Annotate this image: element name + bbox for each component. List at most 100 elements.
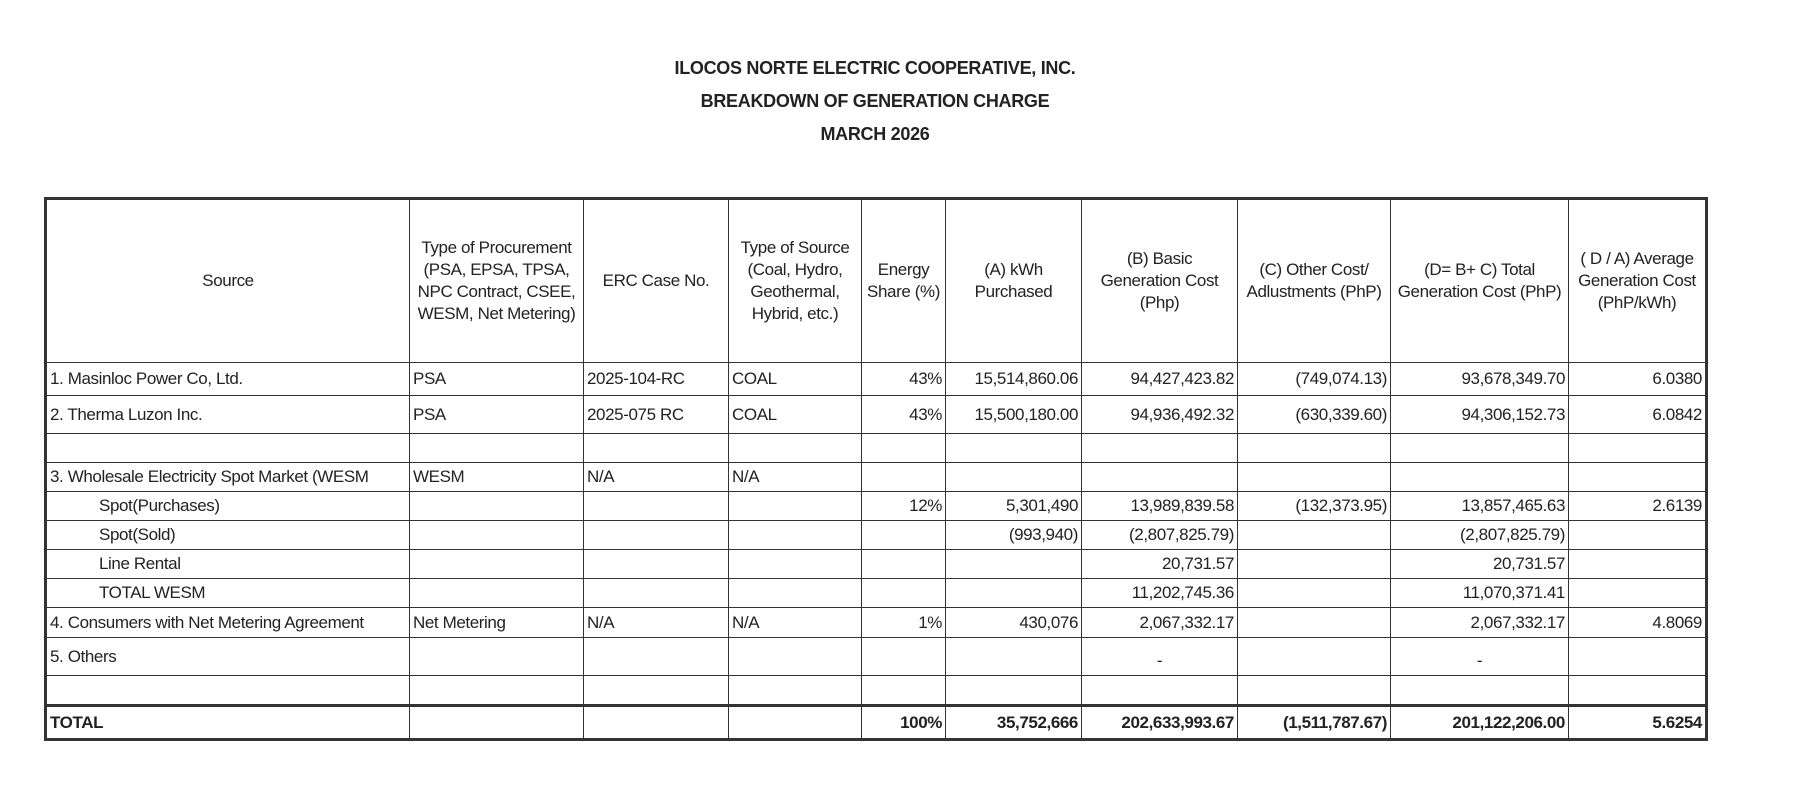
column-header: (C) Other Cost/ Adlustments (PhP) — [1237, 198, 1391, 363]
empty-cell — [1237, 433, 1391, 463]
table-row: TOTAL 100% 35,752,666 202,633,993.67 (1,511,… — [45, 704, 1707, 740]
table-cell: (1,511,787.67) — [1237, 704, 1391, 740]
empty-cell — [1568, 433, 1707, 463]
table-row — [45, 433, 1707, 463]
empty-cell — [861, 549, 946, 579]
empty-cell — [945, 549, 1082, 579]
empty-cell — [583, 549, 729, 579]
empty-cell — [728, 491, 862, 521]
table-cell: 15,500,180.00 — [945, 395, 1082, 434]
table-cell: 4.8069 — [1568, 607, 1707, 638]
empty-cell — [1390, 675, 1569, 706]
table-cell: 11,070,371.41 — [1390, 578, 1569, 608]
table-row — [45, 675, 1707, 706]
empty-cell — [1237, 578, 1391, 608]
empty-cell — [728, 433, 862, 463]
table-cell: WESM — [409, 462, 584, 492]
table-cell: 20,731.57 — [1081, 549, 1238, 579]
column-header: ( D / A) Average Generation Cost (PhP/kW… — [1568, 198, 1707, 363]
table-cell: Spot(Purchases) — [45, 491, 410, 521]
table-cell: - — [1390, 637, 1569, 676]
empty-cell — [945, 578, 1082, 608]
column-header: (D= B+ C) Total Generation Cost (PhP) — [1390, 198, 1569, 363]
table-cell: PSA — [409, 395, 584, 434]
empty-cell — [1568, 675, 1707, 706]
table-cell: PSA — [409, 362, 584, 396]
empty-cell — [583, 675, 729, 706]
table-row: 5. Others - - — [45, 637, 1707, 676]
empty-cell — [728, 578, 862, 608]
empty-cell — [728, 704, 862, 740]
title-line: BREAKDOWN OF GENERATION CHARGE — [700, 91, 1050, 111]
table-row: TOTAL WESM 11,202,745.36 11,070,371.41 — [45, 578, 1707, 608]
empty-cell — [583, 704, 729, 740]
empty-cell — [1568, 578, 1707, 608]
table-cell: N/A — [583, 607, 729, 638]
table-cell: TOTAL — [45, 704, 410, 740]
header-row: Source Type of Procurement (PSA, EPSA, TP… — [45, 198, 1707, 363]
empty-cell — [1081, 462, 1238, 492]
empty-cell — [583, 520, 729, 550]
empty-cell — [409, 549, 584, 579]
table-cell: 1. Masinloc Power Co, Ltd. — [45, 362, 410, 396]
empty-cell — [1237, 675, 1391, 706]
table-cell: 13,857,465.63 — [1390, 491, 1569, 521]
table-cell: - — [1081, 637, 1238, 676]
table-row: Spot(Sold) (993,940) (2,807,825.79) (2,807,… — [45, 520, 1707, 550]
table-cell: 5. Others — [45, 637, 410, 676]
table-cell: 430,076 — [945, 607, 1082, 638]
table-cell: 201,122,206.00 — [1390, 704, 1569, 740]
table-cell: 3. Wholesale Electricity Spot Market (WE… — [45, 462, 410, 492]
column-header: ERC Case No. — [583, 198, 729, 363]
table-cell: 4. Consumers with Net Metering Agreement — [45, 607, 410, 638]
table-cell: 94,936,492.32 — [1081, 395, 1238, 434]
table-cell: 2025-104-RC — [583, 362, 729, 396]
table-cell: N/A — [728, 462, 862, 492]
table-cell: 15,514,860.06 — [945, 362, 1082, 396]
table-row: 2. Therma Luzon Inc. PSA 2025-075 RC COAL 43… — [45, 395, 1707, 434]
empty-cell — [1081, 433, 1238, 463]
table-cell: Line Rental — [45, 549, 410, 579]
table-cell: COAL — [728, 395, 862, 434]
table-body: 1. Masinloc Power Co, Ltd. PSA 2025-104-RC… — [45, 362, 1707, 740]
empty-cell — [861, 578, 946, 608]
empty-cell — [945, 637, 1082, 676]
empty-cell — [1081, 675, 1238, 706]
empty-cell — [1237, 549, 1391, 579]
empty-cell — [583, 578, 729, 608]
table-cell: 6.0380 — [1568, 362, 1707, 396]
table-row: Line Rental 20,731.57 20,731.57 — [45, 549, 1707, 579]
table-cell: 35,752,666 — [945, 704, 1082, 740]
column-header: Type of Source (Coal, Hydro, Geothermal,… — [728, 198, 862, 363]
column-header: Source — [45, 198, 410, 363]
table-cell: 1% — [861, 607, 946, 638]
empty-cell — [728, 549, 862, 579]
table-cell: 93,678,349.70 — [1390, 362, 1569, 396]
table-cell: COAL — [728, 362, 862, 396]
empty-cell — [1568, 549, 1707, 579]
empty-cell — [1237, 607, 1391, 638]
table-cell: Net Metering — [409, 607, 584, 638]
empty-cell — [1237, 520, 1391, 550]
empty-cell — [1237, 637, 1391, 676]
column-header: Energy Share (%) — [861, 198, 946, 363]
empty-cell — [409, 637, 584, 676]
empty-cell — [45, 433, 410, 463]
table-cell: (132,373.95) — [1237, 491, 1391, 521]
empty-cell — [583, 433, 729, 463]
empty-cell — [1568, 637, 1707, 676]
empty-cell — [409, 704, 584, 740]
empty-cell — [1390, 462, 1569, 492]
empty-cell — [583, 491, 729, 521]
table-cell: 5,301,490 — [945, 491, 1082, 521]
empty-cell — [1390, 433, 1569, 463]
table-cell: 202,633,993.67 — [1081, 704, 1238, 740]
table-cell: 2. Therma Luzon Inc. — [45, 395, 410, 434]
table-cell: 94,306,152.73 — [1390, 395, 1569, 434]
generation-charge-table: Source Type of Procurement (PSA, EPSA, TP… — [44, 197, 1708, 741]
table-cell: (2,807,825.79) — [1081, 520, 1238, 550]
empty-cell — [409, 433, 584, 463]
empty-cell — [728, 637, 862, 676]
table-cell: 2,067,332.17 — [1390, 607, 1569, 638]
